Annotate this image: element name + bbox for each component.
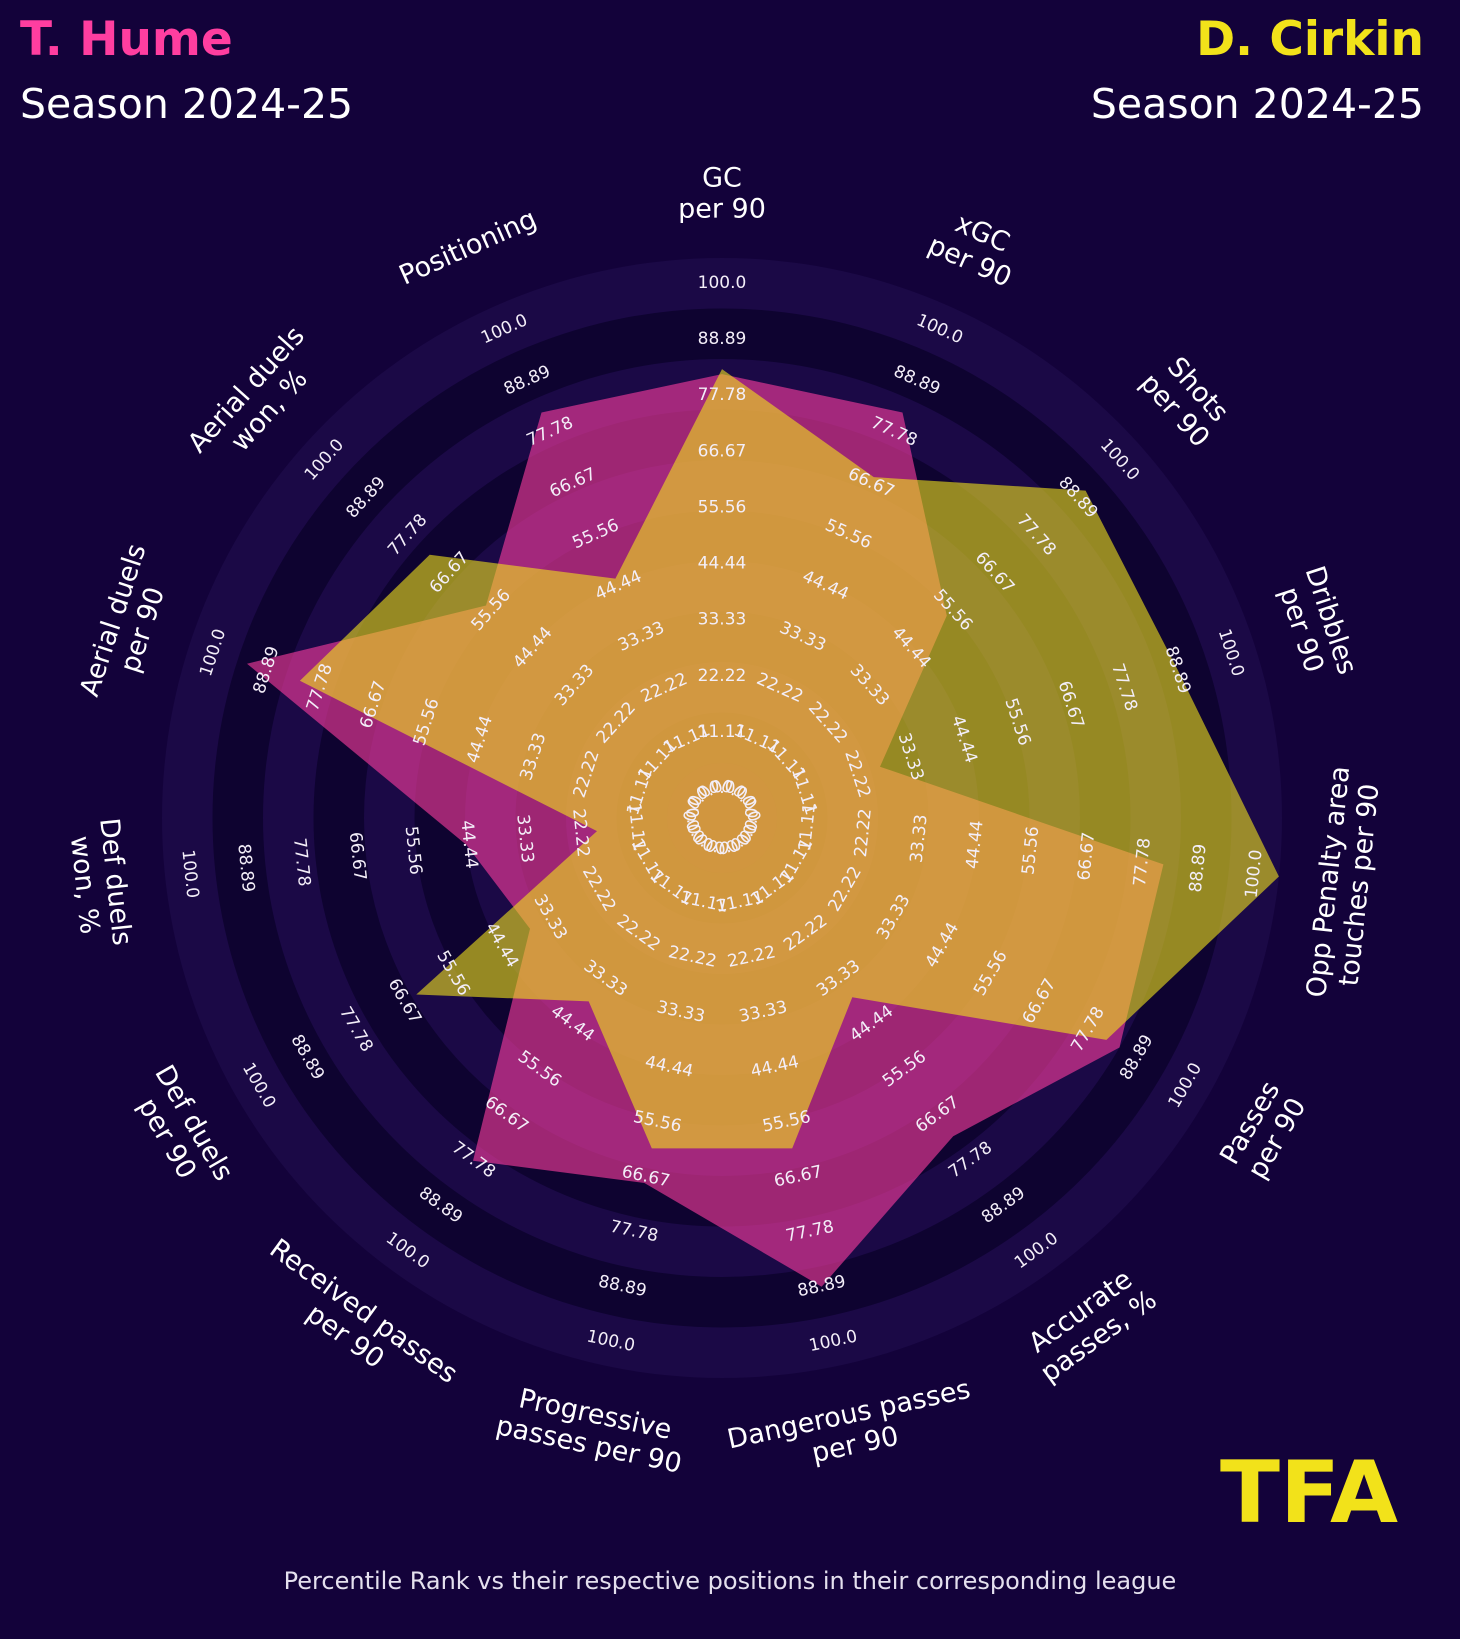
tfa-logo-text: TFA <box>1220 1450 1398 1530</box>
ring-tick-label: 11.11 <box>698 722 747 742</box>
player-1-header: T. Hume Season 2024-25 <box>20 10 353 132</box>
ring-tick-label: 66.67 <box>698 441 747 461</box>
ring-tick-label: 55.56 <box>698 497 747 517</box>
player-2-season: Season 2024-25 <box>1090 80 1424 128</box>
ring-tick-label: 22.22 <box>698 666 747 686</box>
metric-label: Positioning <box>395 203 542 291</box>
ring-tick-label: 100.0 <box>698 273 747 293</box>
metric-label: GC per 90 <box>678 163 766 225</box>
metric-label: Opp Penalty areatouches per 90 <box>1301 764 1387 1002</box>
metric-label: xGCper 90 <box>923 201 1028 293</box>
ring-tick-label: 33.33 <box>698 610 747 630</box>
metric-label: Def duelsper 90 <box>121 1060 239 1202</box>
metric-label: Shotsper 90 <box>1134 347 1239 454</box>
ring-tick-label: 44.44 <box>698 554 747 574</box>
ring-tick-label: 0.0 <box>681 807 704 836</box>
player-2-header: D. Cirkin Season 2024-25 <box>1091 10 1424 132</box>
series-area-2 <box>299 369 1279 1149</box>
metric-label: Dribblesper 90 <box>1269 562 1363 688</box>
player-2-name: D. Cirkin <box>1196 12 1424 67</box>
ring-tick-label: 0.0 <box>708 778 735 798</box>
metric-label: Progressivepasses per 90 <box>493 1380 691 1480</box>
metric-label: Passesper 90 <box>1214 1076 1313 1185</box>
ring-tick-label: 77.78 <box>698 385 747 405</box>
metric-label: Def duelswon, % <box>62 817 137 951</box>
player-1-season: Season 2024-25 <box>20 80 354 128</box>
ring-tick-label: 88.89 <box>698 329 747 349</box>
ring-tick-label: 0.0 <box>740 807 763 836</box>
footnote: Percentile Rank vs their respective posi… <box>283 1567 1177 1595</box>
tfa-logo: TFA <box>1220 1450 1398 1530</box>
metric-label: Aerial duelsper 90 <box>74 540 182 710</box>
metric-label: Dangerous passesper 90 <box>725 1374 980 1486</box>
player-1-name: T. Hume <box>20 12 233 67</box>
